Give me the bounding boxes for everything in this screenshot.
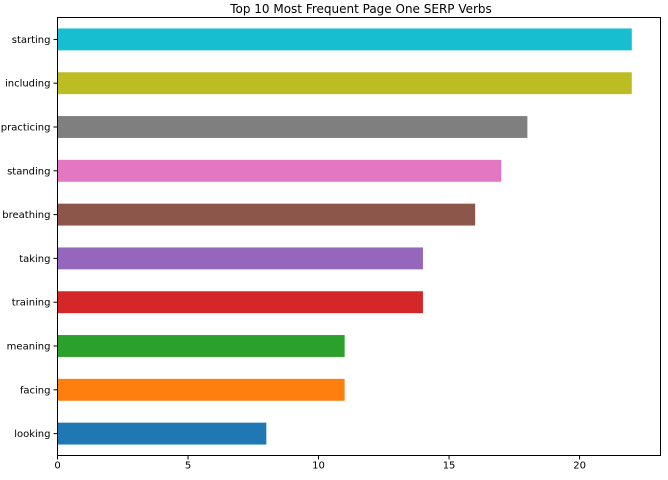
- x-tick-label-0: 0: [54, 461, 60, 472]
- x-tick-label-20: 20: [573, 461, 586, 472]
- chart-title: Top 10 Most Frequent Page One SERP Verbs: [229, 2, 492, 16]
- x-tick-label-10: 10: [312, 461, 325, 472]
- y-tick-label-starting: starting: [12, 35, 51, 46]
- y-tick-label-looking: looking: [14, 429, 50, 440]
- bar-facing: [57, 378, 345, 401]
- y-tick-label-taking: taking: [19, 254, 50, 265]
- x-axis: 0 5 10 15 20: [54, 455, 586, 472]
- bar-meaning: [57, 335, 345, 357]
- bar-practicing: [57, 116, 528, 138]
- x-tick-label-5: 5: [185, 461, 191, 472]
- y-tick-label-breathing: breathing: [2, 210, 50, 221]
- y-tick-label-practicing: practicing: [1, 123, 51, 134]
- y-tick-label-meaning: meaning: [7, 342, 51, 353]
- bar-standing: [57, 159, 502, 182]
- x-tick-label-15: 15: [443, 461, 456, 472]
- bar-starting: [57, 28, 632, 51]
- y-tick-label-training: training: [12, 298, 51, 309]
- y-axis: looking facing meaning training taking breath…: [1, 35, 58, 440]
- bar-taking: [57, 247, 423, 270]
- bar-looking: [57, 422, 267, 445]
- y-tick-label-facing: facing: [20, 385, 51, 396]
- bar-training: [57, 291, 423, 314]
- bar-including: [57, 72, 632, 95]
- y-tick-label-standing: standing: [7, 166, 50, 177]
- plot-frame: [57, 17, 661, 456]
- y-tick-label-including: including: [5, 79, 51, 90]
- bar-breathing: [57, 203, 476, 226]
- bars-layer: [57, 28, 632, 445]
